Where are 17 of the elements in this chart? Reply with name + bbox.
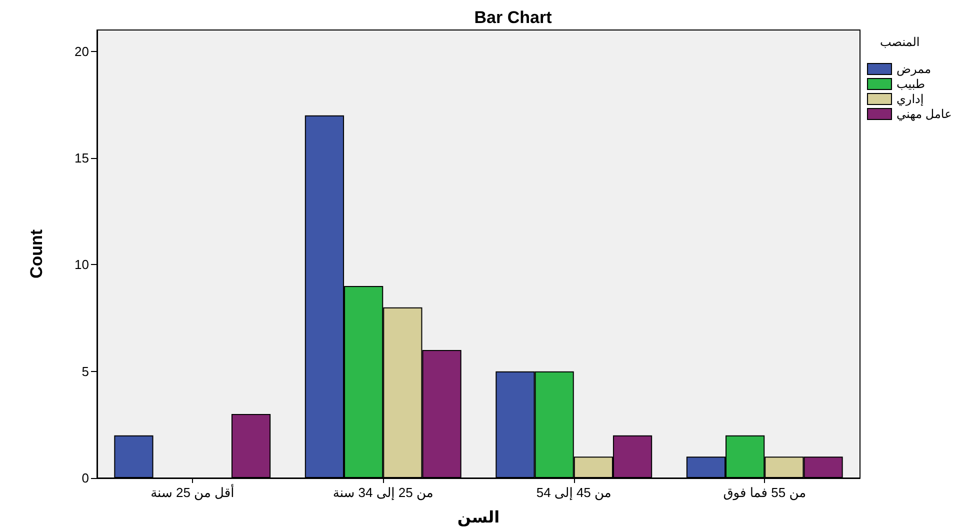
legend-label: إداري: [896, 92, 924, 106]
x-tick-label: من 55 فما فوق: [723, 485, 806, 501]
y-tick-label: 5: [82, 364, 89, 379]
y-axis-title: Count: [27, 229, 46, 279]
y-tick-label: 10: [74, 257, 89, 272]
legend-title: المنصب: [880, 35, 920, 49]
y-tick-label: 0: [82, 470, 89, 486]
x-tick-label: من 25 إلى 34 سنة: [332, 485, 434, 501]
legend-label: طبيب: [896, 77, 926, 91]
y-tick-label: 15: [74, 150, 89, 166]
chart-title: Bar Chart: [474, 8, 552, 27]
x-tick-label: أقل من 25 سنة: [150, 484, 234, 501]
x-axis-title: السن: [457, 510, 500, 526]
y-tick-label: 20: [74, 44, 89, 59]
legend-label: عامل مهني: [896, 107, 952, 121]
x-tick-label: من 45 إلى 54: [536, 485, 612, 501]
legend-label: ممرض: [896, 62, 931, 76]
